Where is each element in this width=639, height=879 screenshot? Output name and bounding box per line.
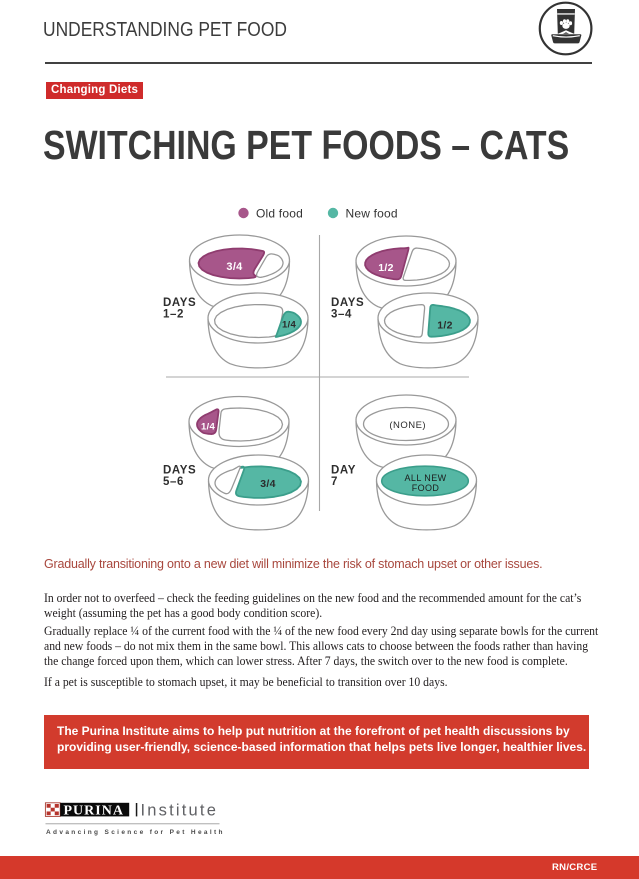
svg-text:3–4: 3–4 bbox=[331, 308, 352, 320]
svg-text:1/4: 1/4 bbox=[201, 422, 216, 433]
svg-text:Advancing Science for Pet Heal: Advancing Science for Pet Health bbox=[46, 829, 225, 836]
svg-text:Old food: Old food bbox=[256, 207, 303, 221]
svg-text:1/2: 1/2 bbox=[437, 320, 453, 332]
svg-text:PURINA: PURINA bbox=[64, 803, 124, 818]
svg-text:DAY: DAY bbox=[331, 465, 356, 477]
svg-text:5–6: 5–6 bbox=[163, 476, 184, 488]
svg-text:1–2: 1–2 bbox=[163, 308, 184, 320]
svg-text:3/4: 3/4 bbox=[260, 478, 276, 490]
svg-text:7: 7 bbox=[331, 476, 338, 488]
svg-text:1/2: 1/2 bbox=[378, 262, 394, 274]
svg-text:1/4: 1/4 bbox=[282, 320, 297, 331]
svg-text:Institute: Institute bbox=[141, 802, 219, 820]
svg-text:(NONE): (NONE) bbox=[389, 420, 426, 431]
svg-text:FOOD: FOOD bbox=[412, 483, 440, 493]
svg-text:DAYS: DAYS bbox=[163, 297, 196, 309]
svg-text:New food: New food bbox=[346, 207, 398, 221]
svg-text:3/4: 3/4 bbox=[226, 261, 243, 273]
svg-text:DAYS: DAYS bbox=[163, 465, 196, 477]
svg-text:ALL NEW: ALL NEW bbox=[405, 473, 447, 483]
svg-text:DAYS: DAYS bbox=[331, 297, 364, 309]
